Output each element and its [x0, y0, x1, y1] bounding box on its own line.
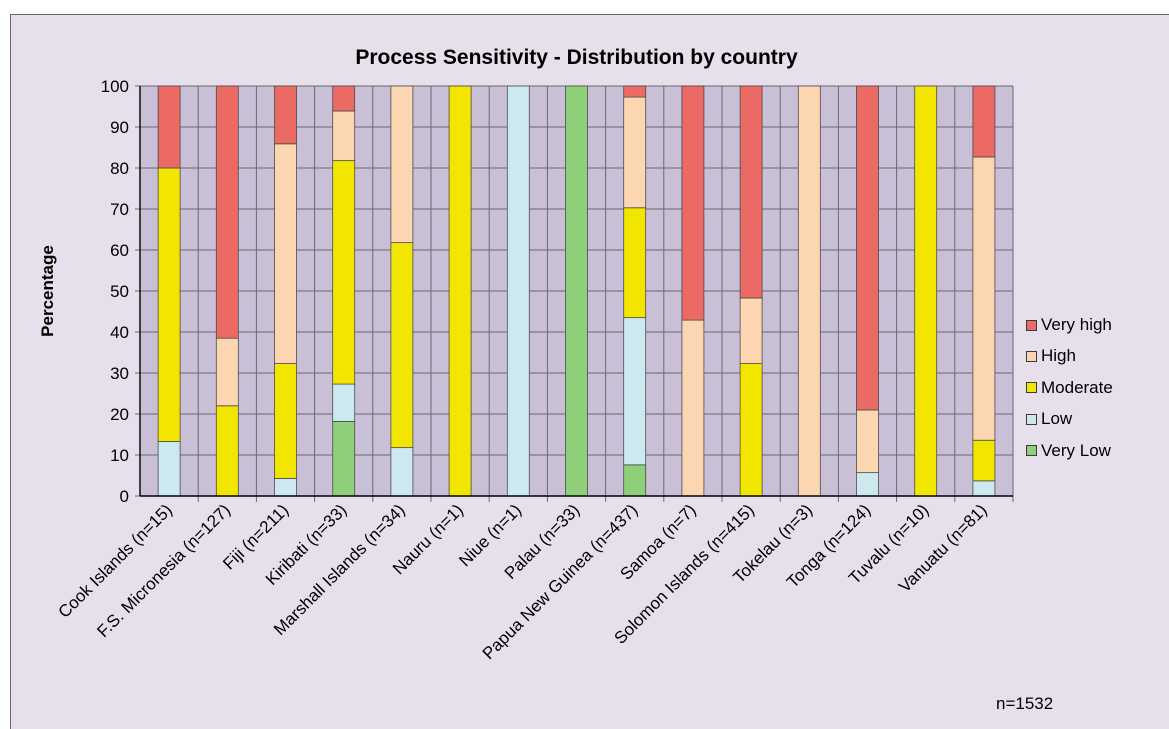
- bar-segment-very-high-samoa-n-7: [681, 85, 705, 321]
- chart-frame: Process Sensitivity - Distribution by co…: [10, 14, 1169, 729]
- legend-item-high: High: [1026, 346, 1169, 366]
- legend-item-low: Low: [1026, 409, 1169, 429]
- bar-segment-high-tonga-n-124: [856, 409, 879, 474]
- bar-segment-low-papua-new-guinea-n-437: [623, 317, 647, 466]
- bar-segment-high-f-s-micronesia-n-127: [215, 337, 239, 407]
- y-tick-label: 90: [110, 118, 129, 137]
- legend-swatch-moderate: [1026, 382, 1037, 394]
- chart-title: Process Sensitivity - Distribution by co…: [355, 46, 798, 69]
- bar-segment-moderate-papua-new-guinea-n-437: [623, 207, 647, 319]
- bar-segment-moderate-tuvalu-n-10: [914, 85, 938, 497]
- legend-label-high: High: [1041, 346, 1076, 366]
- bar-segment-moderate-fiji-n-211: [274, 363, 297, 479]
- sample-size-note: n=1532: [996, 694, 1054, 713]
- bar-segment-very-high-fiji-n-211: [274, 85, 297, 145]
- stacked-bar-chart: Process Sensitivity - Distribution by co…: [38, 46, 1014, 663]
- bar-segment-low-vanuatu-n-81: [972, 480, 996, 497]
- y-tick-label: 40: [110, 323, 129, 342]
- y-axis-label: Percentage: [38, 245, 57, 337]
- y-tick-label: 10: [110, 446, 129, 465]
- bar-segment-high-marshall-islands-n-34: [390, 85, 414, 244]
- legend-swatch-very-high: [1026, 319, 1037, 331]
- y-tick-label: 20: [110, 405, 129, 424]
- legend-label-moderate: Moderate: [1041, 377, 1113, 397]
- legend-label-low: Low: [1041, 409, 1073, 429]
- legend-item-very-high: Very high: [1026, 315, 1169, 335]
- bar-segment-low-kiribati-n-33: [332, 383, 356, 422]
- bar-segment-very-low-kiribati-n-33: [332, 420, 356, 497]
- bar-segment-very-high-vanuatu-n-81: [972, 85, 996, 158]
- x-tick-label: Cook Islands (n=15): [55, 500, 176, 621]
- y-tick-label: 100: [101, 77, 129, 96]
- bar-segment-very-high-f-s-micronesia-n-127: [215, 85, 239, 339]
- legend-label-very-high: Very high: [1041, 315, 1112, 334]
- bar-segment-moderate-nauru-n-1: [448, 85, 472, 497]
- legend-item-moderate: Moderate: [1026, 378, 1169, 398]
- bar-segment-low-marshall-islands-n-34: [390, 447, 414, 497]
- legend-swatch-high: [1026, 350, 1037, 362]
- bar-segment-high-papua-new-guinea-n-437: [623, 96, 647, 209]
- bar-segment-high-tokelau-n-3: [797, 85, 821, 497]
- y-tick-label: 30: [110, 364, 129, 383]
- bar-segment-very-high-kiribati-n-33: [332, 85, 356, 112]
- bar-segment-moderate-vanuatu-n-81: [972, 439, 996, 482]
- bar-segment-low-tonga-n-124: [856, 472, 879, 497]
- bar-segment-moderate-kiribati-n-33: [332, 160, 356, 385]
- bar-segment-high-samoa-n-7: [681, 319, 705, 497]
- bar-segment-very-high-cook-islands-n-15: [157, 85, 181, 169]
- y-tick-label: 50: [110, 282, 129, 301]
- legend-swatch-very-low: [1026, 445, 1037, 457]
- y-tick-label: 70: [110, 200, 129, 219]
- bar-segment-low-cook-islands-n-15: [157, 441, 181, 497]
- bar-segment-very-low-papua-new-guinea-n-437: [623, 464, 647, 497]
- legend-swatch-low: [1026, 413, 1037, 425]
- bar-segment-moderate-f-s-micronesia-n-127: [215, 405, 239, 497]
- bar-segment-high-vanuatu-n-81: [972, 156, 996, 441]
- bar-segment-moderate-cook-islands-n-15: [157, 167, 181, 442]
- legend-label-very-low: Very Low: [1041, 440, 1111, 460]
- bar-segment-very-high-tonga-n-124: [856, 85, 879, 411]
- bar-segment-very-high-solomon-islands-n-415: [739, 85, 763, 299]
- legend-item-very-low: Very Low: [1026, 441, 1169, 461]
- bar-segment-high-fiji-n-211: [274, 143, 297, 364]
- bar-segment-moderate-marshall-islands-n-34: [390, 242, 414, 449]
- y-tick-label: 80: [110, 159, 129, 178]
- bar-segment-low-fiji-n-211: [274, 477, 297, 497]
- bar-segment-moderate-solomon-islands-n-415: [739, 363, 763, 497]
- legend: Very high High Moderate Low Very Low: [1026, 315, 1169, 472]
- y-tick-label: 0: [120, 487, 129, 506]
- y-tick-label: 60: [110, 241, 129, 260]
- bar-segment-high-kiribati-n-33: [332, 110, 356, 162]
- bar-segment-low-niue-n-1: [506, 85, 530, 497]
- bar-segment-very-low-palau-n-33: [565, 85, 588, 497]
- bar-segment-very-high-papua-new-guinea-n-437: [623, 85, 647, 98]
- bar-segment-high-solomon-islands-n-415: [739, 297, 763, 364]
